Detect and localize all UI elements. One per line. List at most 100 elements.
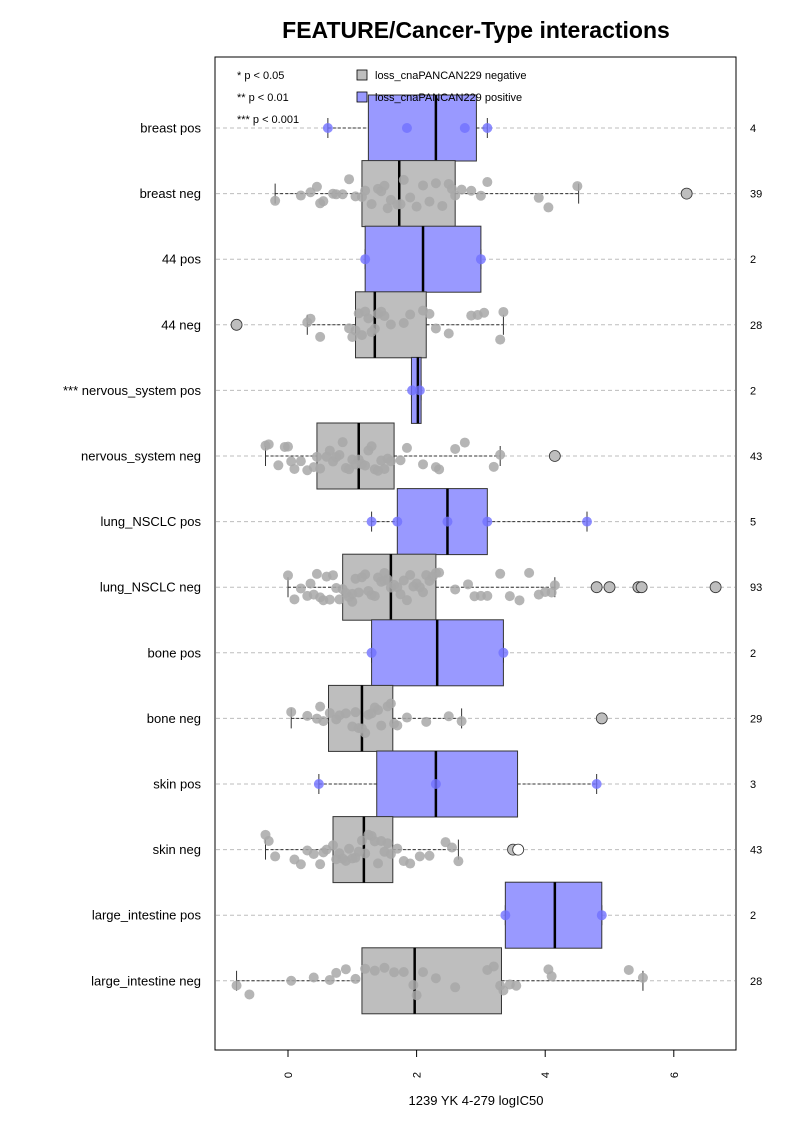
data-point — [434, 464, 445, 475]
data-point — [385, 456, 396, 467]
data-point — [411, 990, 422, 1001]
data-point — [401, 712, 412, 723]
data-point — [418, 587, 429, 598]
group-count: 5 — [750, 517, 756, 529]
data-point — [482, 177, 493, 188]
data-point — [379, 463, 390, 474]
data-point — [315, 701, 326, 712]
data-point — [331, 967, 342, 978]
data-point — [270, 851, 281, 862]
group-label: nervous_system neg — [81, 449, 201, 464]
group-label: large_intestine pos — [92, 908, 202, 923]
data-point — [360, 569, 371, 580]
group-label: 44 pos — [162, 252, 202, 267]
data-point — [401, 123, 412, 133]
outlier-point — [230, 318, 243, 331]
data-point — [324, 445, 335, 456]
data-point — [495, 449, 506, 460]
data-point — [549, 580, 560, 591]
data-point — [498, 306, 509, 317]
data-point — [591, 779, 602, 789]
data-point — [405, 309, 416, 320]
group-count: 43 — [750, 451, 762, 463]
data-point — [324, 974, 335, 985]
data-point — [295, 859, 306, 870]
data-point — [295, 456, 306, 467]
data-point — [369, 323, 380, 334]
data-point — [305, 578, 316, 589]
group-label: 44 neg — [161, 317, 201, 332]
data-point — [311, 568, 322, 579]
data-point — [286, 706, 297, 717]
data-point — [392, 516, 403, 527]
data-point — [270, 195, 281, 206]
data-point — [405, 192, 416, 203]
data-point — [369, 965, 380, 976]
group-label: large_intestine neg — [91, 973, 201, 988]
group-count: 39 — [750, 189, 762, 201]
x-axis: 0 2 4 6 — [283, 1049, 681, 1078]
data-point — [405, 570, 416, 581]
data-point — [382, 203, 393, 214]
data-point — [437, 200, 448, 211]
data-point — [495, 334, 506, 345]
data-point — [337, 189, 348, 200]
legend-swatch-negative — [356, 69, 368, 81]
data-point — [337, 437, 348, 448]
data-point — [488, 461, 499, 472]
group-count: 43 — [750, 845, 762, 857]
data-point — [450, 190, 461, 201]
data-point — [263, 835, 274, 846]
data-point — [360, 254, 371, 265]
data-point — [495, 568, 506, 579]
x-tick-label: 0 — [283, 1072, 295, 1078]
data-point — [318, 196, 329, 207]
x-tick-label: 4 — [540, 1072, 552, 1078]
outlier-point — [590, 581, 603, 594]
group-count: 29 — [750, 713, 762, 725]
data-point — [572, 181, 583, 192]
data-point — [424, 850, 435, 861]
data-point — [263, 439, 274, 450]
group-label: lung_NSCLC pos — [101, 514, 202, 529]
data-point — [334, 449, 345, 460]
data-point — [385, 698, 396, 709]
data-point — [347, 596, 358, 607]
boxes — [236, 94, 644, 1015]
data-point — [498, 985, 509, 996]
data-point — [382, 838, 393, 849]
data-point — [289, 594, 300, 605]
data-point — [328, 840, 339, 851]
data-point — [407, 385, 418, 396]
data-point — [623, 964, 634, 975]
data-point — [379, 962, 390, 973]
data-point — [430, 973, 441, 984]
data-point — [395, 455, 406, 466]
group-count: 28 — [750, 320, 762, 332]
data-point — [286, 456, 297, 467]
data-point — [434, 567, 445, 578]
data-point — [344, 843, 355, 854]
data-point — [543, 202, 554, 213]
significance-1: * p < 0.05 — [237, 70, 284, 82]
data-point — [385, 319, 396, 330]
data-point — [360, 848, 371, 859]
data-point — [514, 595, 525, 606]
significance-3: *** p < 0.001 — [237, 114, 299, 126]
group-labels: breast pos 4 breast neg 39 44 pos 2 44 neg 28 **… — [63, 121, 762, 989]
data-point — [392, 843, 403, 854]
data-point — [596, 910, 607, 921]
data-point — [389, 967, 400, 978]
data-point — [498, 647, 509, 658]
data-point — [488, 961, 499, 972]
data-point — [459, 437, 470, 448]
group-count: 28 — [750, 976, 762, 988]
data-point — [443, 328, 454, 339]
data-point — [322, 123, 333, 133]
significance-2: ** p < 0.01 — [237, 92, 289, 104]
data-point — [295, 583, 306, 594]
data-point — [395, 589, 406, 600]
data-point — [363, 313, 374, 324]
data-point — [302, 710, 313, 721]
data-point — [443, 711, 454, 722]
